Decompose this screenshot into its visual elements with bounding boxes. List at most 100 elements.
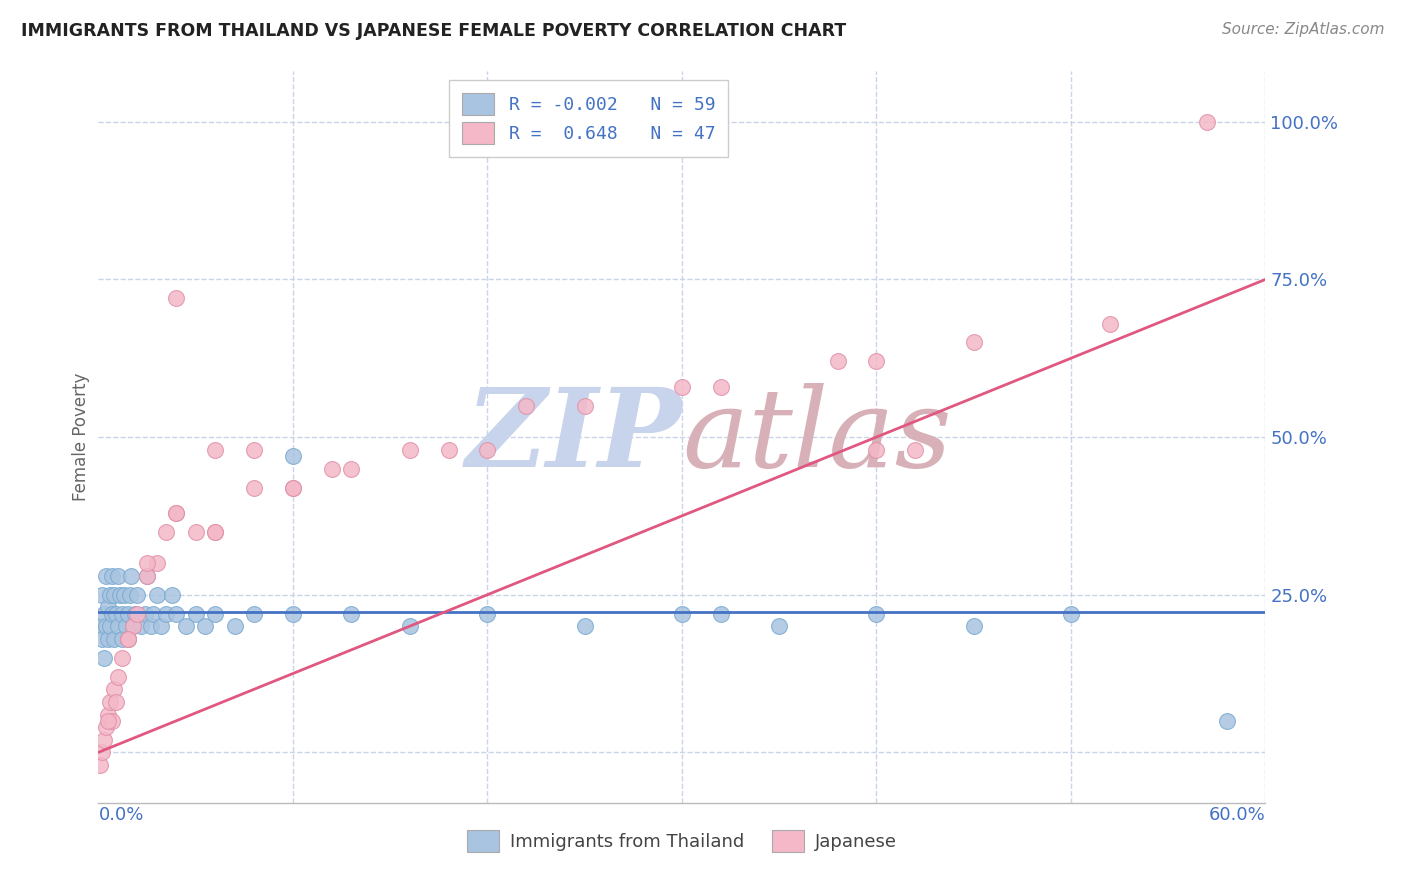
Point [204, 524, 226, 539]
Point [97, 707, 120, 722]
Point [149, 619, 172, 633]
Point [93, 650, 115, 665]
Point [671, 379, 693, 393]
Point [91, 632, 114, 646]
Point [865, 354, 887, 368]
Point [136, 556, 159, 570]
Point [281, 607, 304, 621]
Point [477, 607, 499, 621]
Point [281, 449, 304, 463]
Point [340, 607, 363, 621]
Point [710, 607, 733, 621]
Point [91, 588, 114, 602]
Point [1195, 115, 1218, 129]
Point [111, 632, 134, 646]
Point [124, 607, 146, 621]
Point [174, 619, 197, 633]
Point [224, 619, 246, 633]
Point [104, 607, 127, 621]
Point [477, 442, 499, 457]
Point [827, 354, 849, 368]
Point [129, 619, 152, 633]
Point [340, 461, 363, 475]
Point [103, 588, 125, 602]
Point [98, 588, 121, 602]
Point [398, 619, 420, 633]
Point [204, 607, 226, 621]
Text: 60.0%: 60.0% [1209, 806, 1265, 824]
Point [136, 569, 159, 583]
Point [865, 442, 887, 457]
Point [96, 569, 118, 583]
Point [117, 632, 139, 646]
Point [515, 399, 537, 413]
Point [139, 619, 162, 633]
Point [127, 607, 149, 621]
Point [146, 556, 169, 570]
Point [165, 291, 187, 305]
Point [904, 442, 927, 457]
Point [671, 607, 693, 621]
Point [142, 607, 165, 621]
Point [184, 524, 207, 539]
Point [768, 619, 790, 633]
Point [243, 481, 266, 495]
Point [93, 607, 115, 621]
Point [107, 670, 129, 684]
Point [1098, 317, 1121, 331]
Text: atlas: atlas [682, 384, 952, 491]
Point [97, 600, 120, 615]
Point [146, 588, 169, 602]
Point [437, 442, 460, 457]
Point [122, 619, 145, 633]
Text: ZIP: ZIP [465, 384, 682, 491]
Point [97, 714, 120, 728]
Point [243, 442, 266, 457]
Point [96, 619, 118, 633]
Legend: Immigrants from Thailand, Japanese: Immigrants from Thailand, Japanese [460, 823, 904, 860]
Point [97, 632, 120, 646]
Point [184, 607, 207, 621]
Point [281, 481, 304, 495]
Point [162, 588, 184, 602]
Point [104, 695, 127, 709]
Point [121, 569, 143, 583]
Text: IMMIGRANTS FROM THAILAND VS JAPANESE FEMALE POVERTY CORRELATION CHART: IMMIGRANTS FROM THAILAND VS JAPANESE FEM… [21, 22, 846, 40]
Point [96, 720, 118, 734]
Point [398, 442, 420, 457]
Point [1215, 714, 1237, 728]
Point [118, 588, 141, 602]
Point [112, 588, 135, 602]
Point [165, 506, 187, 520]
Point [91, 745, 114, 759]
Point [134, 607, 156, 621]
Point [107, 569, 129, 583]
Point [155, 607, 177, 621]
Point [114, 619, 136, 633]
Point [136, 569, 159, 583]
Point [962, 619, 984, 633]
Point [165, 506, 187, 520]
Point [865, 607, 887, 621]
Point [103, 632, 125, 646]
Point [101, 714, 124, 728]
Point [98, 695, 121, 709]
Point [93, 732, 115, 747]
Point [962, 335, 984, 350]
Point [117, 607, 139, 621]
Point [117, 632, 139, 646]
Point [1060, 607, 1083, 621]
Point [710, 379, 733, 393]
Point [101, 569, 124, 583]
Point [111, 607, 134, 621]
Point [574, 399, 596, 413]
Point [165, 607, 187, 621]
Y-axis label: Female Poverty: Female Poverty [72, 373, 90, 501]
Point [111, 650, 134, 665]
Text: 0.0%: 0.0% [98, 806, 143, 824]
Point [243, 607, 266, 621]
Point [107, 619, 129, 633]
Point [194, 619, 217, 633]
Text: Source: ZipAtlas.com: Source: ZipAtlas.com [1222, 22, 1385, 37]
Point [321, 461, 343, 475]
